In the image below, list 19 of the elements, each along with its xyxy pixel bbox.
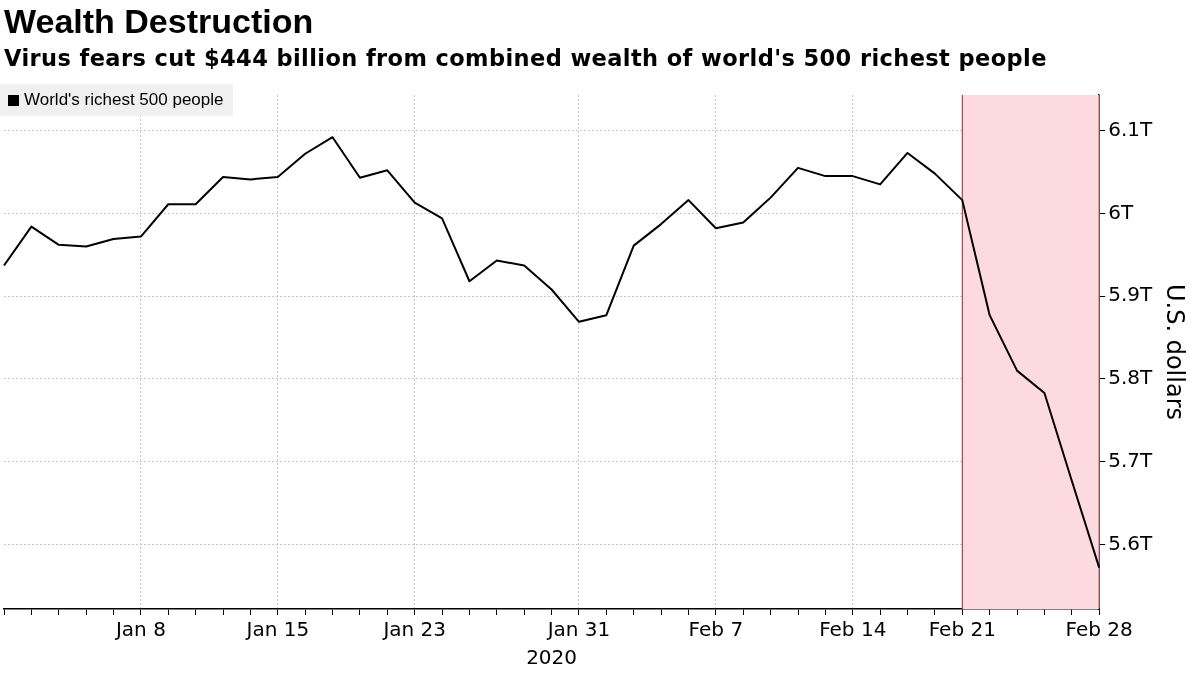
y-tick-label: 5.7T [1108, 447, 1153, 472]
y-axis-title: U.S. dollars [1161, 283, 1190, 421]
x-tick-label: Jan 8 [113, 617, 166, 642]
x-tick-label: Feb 21 [928, 617, 996, 642]
chart-title: Wealth Destruction [4, 2, 314, 41]
legend-label: World's richest 500 people [24, 90, 224, 110]
x-tick-label: Feb 28 [1065, 617, 1133, 642]
y-tick-label: 6.1T [1108, 116, 1153, 141]
y-tick-label: 5.8T [1108, 365, 1153, 390]
x-tick-label: Feb 14 [819, 617, 887, 642]
y-tick-label: 5.6T [1108, 530, 1153, 555]
x-axis-title: 2020 [526, 645, 578, 670]
x-tick-label: Jan 23 [381, 617, 447, 642]
x-tick-label: Feb 7 [688, 617, 744, 642]
y-tick-label: 6T [1108, 199, 1134, 224]
x-tick-label: Jan 15 [244, 617, 310, 642]
y-tick-label: 5.9T [1108, 282, 1153, 307]
chart-subtitle: Virus fears cut $444 billion from combined wealth of world's 500 richest people [4, 45, 1047, 71]
x-tick-label: Jan 31 [545, 617, 611, 642]
